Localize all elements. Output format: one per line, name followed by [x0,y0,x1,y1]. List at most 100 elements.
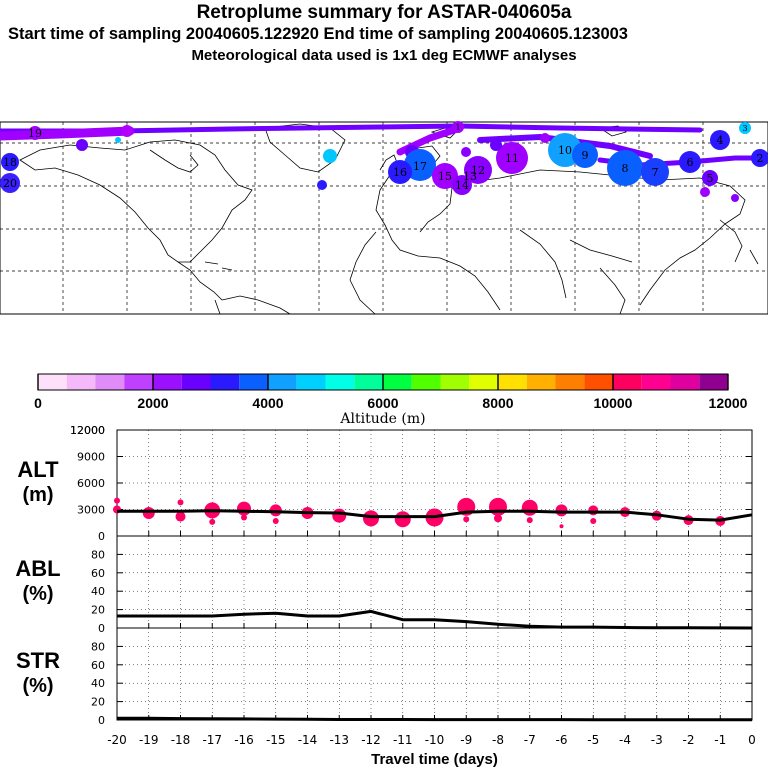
plume-label: 3 [742,124,747,133]
panel-frame [116,535,753,629]
altitude-cluster-dot [463,516,470,523]
x-tick-label: -16 [234,733,254,747]
colorbar-swatch [498,374,527,390]
altitude-cluster-dot [237,501,251,516]
colorbar-swatch [268,374,297,390]
plume-label: 2 [757,152,764,165]
colorbar-swatch [210,374,240,390]
colorbar-swatch [66,374,96,390]
panel-ylabel: (%) [22,675,53,697]
panel-ylabel: ABL [15,556,60,581]
series-line [116,716,752,722]
colorbar-label: Altitude (m) [339,411,425,427]
y-tick-label: 0 [98,622,105,635]
y-tick-label: 0 [98,530,105,543]
panel-ylabel: (m) [22,484,53,506]
plume-label: 15 [438,170,452,183]
altitude-cluster-dot [559,524,564,529]
time-series-panels: 03000600090001200012000ALT(m)020406080AB… [15,424,755,768]
colorbar-swatch [699,374,728,390]
colorbar-swatch [469,374,498,390]
altitude-cluster-dot [489,497,507,516]
y-tick-label: 6000 [77,477,105,490]
colorbar-swatch [296,374,326,390]
altitude-colorbar: 0 2000 4000 6000 8000 10000 12000 Altitude (m) [34,373,748,427]
panel-frame [116,627,753,721]
series-line [117,509,753,522]
plume-label: 10 [558,144,572,157]
panel-ylabel: STR [16,648,60,673]
altitude-cluster-dot [588,505,599,516]
altitude-cluster-dot [332,508,347,523]
colorbar-swatch [95,374,125,390]
plume-label: 4 [717,134,724,147]
y-tick-label: 3000 [77,504,105,517]
plume-label: 17 [413,160,427,173]
x-tick-label: -14 [298,733,318,747]
y-tick-label: 12000 [70,424,105,437]
colorbar-tick-label: 8000 [482,395,513,411]
y-tick-label: 60 [91,567,105,580]
colorbar-tick-label: 2000 [137,395,168,411]
world-map: 19 20 18 17 16 15 14 13 12 11 10 9 8 7 6… [0,121,768,315]
y-tick-label: 0 [98,714,105,727]
colorbar-swatch [124,374,153,390]
plume-label: 9 [582,149,589,162]
x-tick-label: -13 [329,733,349,747]
altitude-cluster-dot [114,497,120,504]
x-axis-label: Travel time (days) [371,751,498,768]
x-tick-label: -8 [492,733,504,747]
altitude-cluster-dot [142,507,155,520]
altitude-cluster-dot [526,517,533,524]
plume-label: 19 [28,127,42,140]
x-tick-label: -9 [460,733,472,747]
altitude-cluster-dot [590,517,597,524]
plume-label: 16 [393,166,407,179]
colorbar-swatch [555,374,585,390]
plume-label: 5 [707,172,714,185]
altitude-cluster-dot [555,504,568,517]
plume-label: 12 [471,164,485,177]
y-tick-label: 80 [91,640,105,653]
y-tick-label: 40 [91,585,105,598]
colorbar-tick-label: 10000 [594,395,633,411]
colorbar-swatch [181,374,211,390]
altitude-cluster-dot [272,517,279,524]
sampling-period: Start time of sampling 20040605.122920 E… [8,25,628,43]
altitude-cluster-dot [175,511,186,522]
plume-label: 8 [622,162,629,175]
meteo-source: Meteorological data used is 1x1 deg ECMW… [191,47,577,64]
colorbar-swatch [239,374,268,390]
colorbar-swatch [383,374,412,390]
x-tick-label: -15 [266,733,286,747]
altitude-cluster-dot [209,518,216,525]
colorbar-swatch [38,374,67,390]
colorbar-swatch [440,374,470,390]
y-tick-label: 80 [91,548,105,561]
x-tick-label: -18 [171,733,191,747]
altitude-cluster-dot [521,499,538,516]
altitude-cluster-dot [394,511,411,528]
y-tick-label: 20 [91,604,105,617]
colorbar-tick-label: 6000 [367,395,398,411]
plume-label: 14 [455,179,469,192]
colorbar-swatch [613,374,642,390]
colorbar-swatch [641,374,671,390]
colorbar-swatch [584,374,613,390]
altitude-cluster-dot [177,499,184,506]
x-tick-label: -4 [619,733,631,747]
y-tick-label: 9000 [77,451,105,464]
plume-label: 11 [505,152,519,165]
y-tick-label: 40 [91,677,105,690]
colorbar-swatch [325,374,355,390]
x-tick-label: -20 [107,733,127,747]
x-tick-label: -3 [651,733,663,747]
y-tick-label: 12000 [70,424,105,437]
altitude-cluster-dot [363,510,379,527]
plume-clusters [0,121,768,202]
plume-labels: 19 20 18 17 16 15 14 13 12 11 10 9 8 7 6… [3,123,764,192]
colorbar-swatch [670,374,700,390]
plume-label: 6 [687,156,694,169]
x-tick-label: -6 [556,733,568,747]
